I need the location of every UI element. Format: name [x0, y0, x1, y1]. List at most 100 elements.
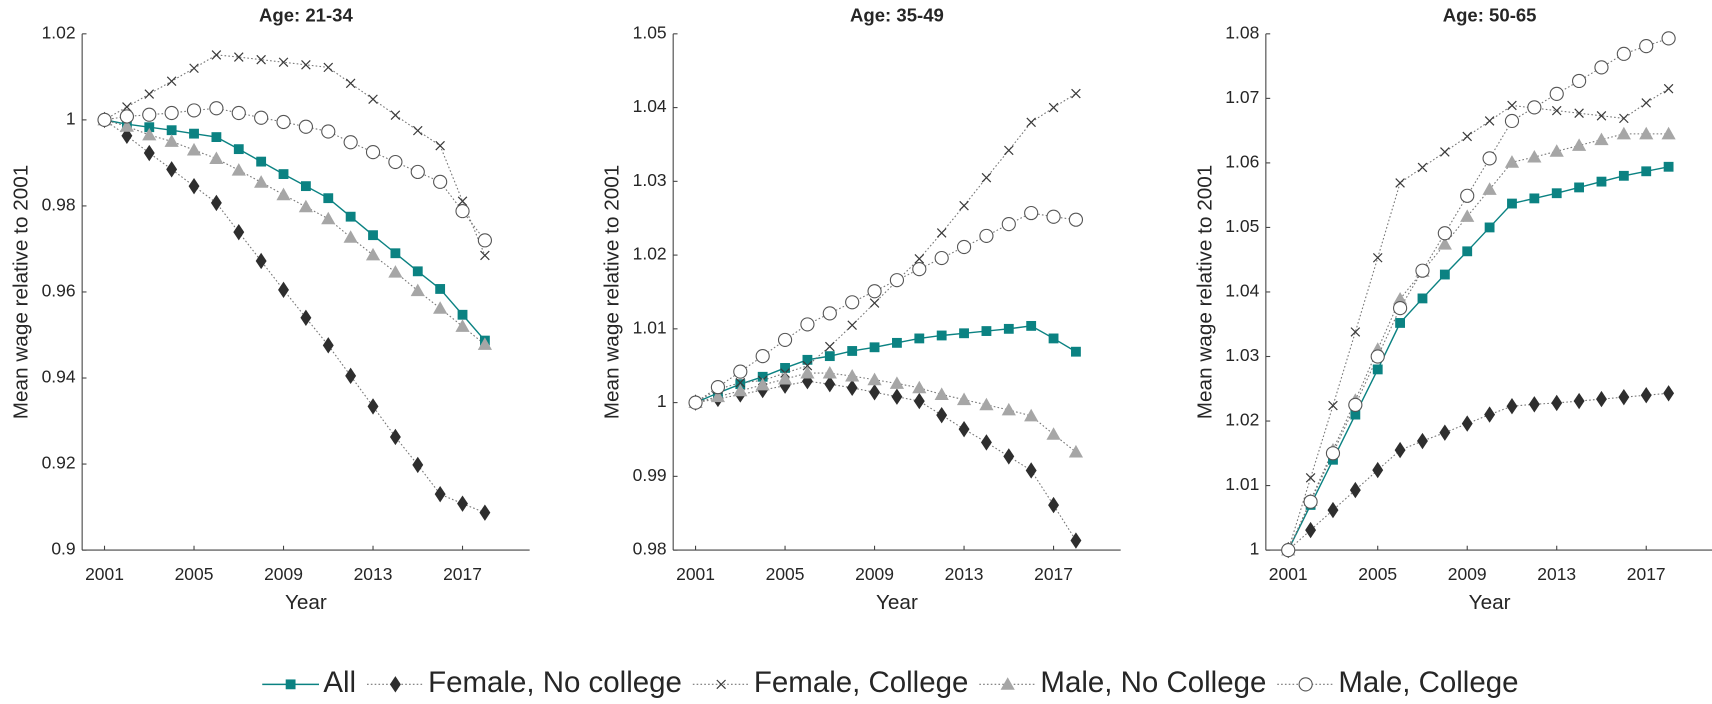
data-point	[1640, 387, 1652, 404]
data-point	[1484, 406, 1496, 423]
data-point	[276, 114, 291, 130]
x-tick-label: 2009	[1448, 564, 1487, 584]
data-point	[1661, 126, 1676, 140]
y-tick-label: 1.08	[1225, 22, 1259, 42]
data-point	[802, 360, 813, 371]
data-point	[1024, 205, 1039, 221]
data-point	[412, 456, 424, 474]
data-point	[97, 112, 112, 127]
x-tick-label: 2001	[1269, 564, 1308, 584]
data-point	[1026, 117, 1036, 128]
data-point	[1068, 444, 1084, 458]
data-point	[847, 346, 858, 356]
data-point	[255, 252, 267, 270]
data-point	[1350, 409, 1361, 420]
y-tick-label: 1	[1250, 539, 1260, 559]
y-tick-label: 1.02	[42, 22, 76, 42]
data-point	[186, 103, 202, 118]
data-point	[477, 337, 492, 350]
data-point	[1001, 217, 1016, 232]
data-point	[936, 330, 947, 341]
data-point	[233, 223, 245, 241]
data-point	[1551, 394, 1563, 412]
data-point	[869, 298, 880, 308]
data-point	[1596, 390, 1607, 408]
data-point	[410, 164, 425, 180]
series-line	[695, 372, 1077, 453]
data-point	[1549, 144, 1564, 157]
data-point	[365, 145, 381, 160]
data-point	[1281, 543, 1296, 558]
data-point	[343, 230, 358, 243]
data-point	[1372, 461, 1384, 479]
data-point	[733, 383, 748, 397]
data-point	[1004, 145, 1014, 156]
data-point	[755, 349, 770, 364]
data-point	[1661, 31, 1676, 46]
data-point	[1372, 252, 1383, 263]
data-point	[1327, 501, 1339, 519]
data-point	[981, 172, 992, 183]
data-point	[166, 161, 178, 178]
data-point	[1596, 176, 1607, 187]
series-line	[695, 380, 1077, 541]
data-point	[959, 328, 969, 339]
data-point	[1482, 151, 1497, 166]
data-point	[186, 142, 202, 156]
data-point	[1372, 364, 1383, 375]
data-point	[322, 337, 334, 354]
data-point	[1003, 323, 1014, 334]
data-point	[936, 406, 948, 424]
data-point	[869, 342, 880, 353]
data-point	[388, 154, 403, 170]
data-point	[1349, 481, 1361, 499]
data-point	[457, 196, 468, 206]
data-point	[800, 317, 815, 332]
x-axis-label: Year	[876, 591, 918, 614]
data-point	[1026, 320, 1037, 331]
y-tick-label: 0.96	[42, 281, 76, 301]
data-point	[122, 102, 132, 112]
data-point	[757, 371, 768, 382]
data-point	[1068, 212, 1084, 227]
data-point	[979, 228, 994, 244]
data-point	[1393, 291, 1408, 305]
data-point	[477, 233, 492, 248]
data-point	[142, 107, 157, 122]
data-point	[1417, 162, 1428, 173]
y-tick-label: 0.98	[42, 195, 76, 215]
data-point	[777, 371, 793, 385]
series-line	[695, 93, 1077, 404]
data-point	[1616, 46, 1631, 61]
legend-label: Male, College	[1338, 666, 1518, 699]
data-point	[1370, 349, 1385, 364]
series-line	[104, 119, 486, 345]
data-point	[276, 187, 291, 201]
data-point	[256, 156, 267, 167]
data-point	[119, 109, 134, 124]
data-point	[209, 151, 224, 165]
data-point	[1574, 182, 1585, 193]
data-point	[956, 239, 972, 255]
data-point	[1303, 494, 1318, 509]
data-point	[1439, 424, 1451, 441]
data-point	[1594, 132, 1609, 146]
data-point	[1070, 532, 1082, 549]
data-point	[1046, 427, 1061, 440]
data-point	[981, 326, 992, 336]
series-line	[1287, 37, 1669, 551]
data-point	[710, 389, 726, 403]
data-point	[233, 52, 244, 62]
data-point	[1663, 385, 1675, 402]
x-tick-label: 2001	[85, 564, 124, 584]
y-tick-label: 1.02	[633, 244, 667, 264]
y-tick-label: 1.01	[1225, 474, 1259, 494]
x-tick-label: 2013	[945, 564, 984, 584]
y-tick-label: 1	[657, 391, 667, 411]
data-point	[1461, 415, 1473, 432]
data-point	[480, 250, 490, 261]
x-tick-label: 2017	[1034, 564, 1073, 584]
data-point	[867, 372, 882, 386]
y-tick-label: 0.92	[42, 453, 76, 473]
